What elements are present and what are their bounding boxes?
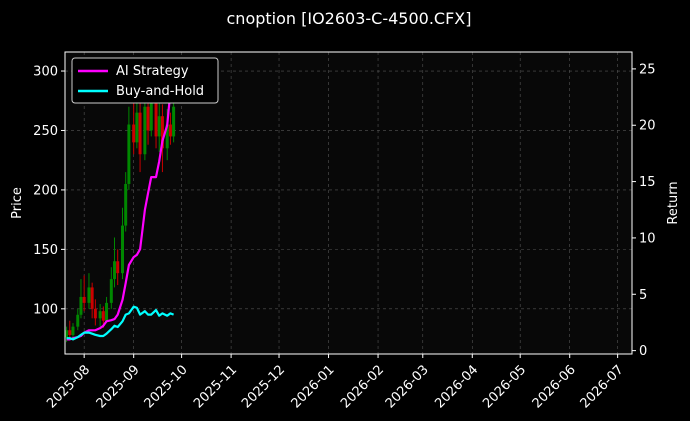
candle-body	[143, 106, 147, 155]
candle-body	[105, 302, 109, 321]
y-tick-label-right: 20	[639, 119, 656, 134]
candle-body	[127, 124, 131, 184]
y-tick-label-left: 100	[33, 302, 58, 317]
legend: AI Strategy Buy-and-Hold	[71, 57, 219, 104]
candle-body	[149, 100, 153, 131]
y-tick-label-left: 300	[33, 65, 58, 80]
candle-body	[146, 106, 150, 131]
candle-body	[71, 326, 75, 335]
chart-title: cnoption [IO2603-C-4500.CFX]	[227, 9, 472, 28]
y-tick-label-left: 250	[33, 124, 58, 139]
candle-body	[157, 116, 161, 137]
legend-label-strategy: AI Strategy	[116, 64, 189, 79]
candle-body	[79, 296, 83, 315]
candle-body	[98, 311, 102, 319]
y-tick-label-right: 25	[639, 62, 656, 77]
candle-body	[109, 279, 113, 303]
y-tick-label-right: 5	[639, 288, 647, 303]
candle-body	[124, 183, 128, 226]
y-axis-label-left: Price	[10, 187, 25, 219]
y-tick-label-right: 10	[639, 231, 656, 246]
candle-body	[82, 296, 86, 303]
candle-body	[172, 106, 176, 137]
candle-body	[154, 100, 158, 137]
candle-body	[160, 116, 164, 149]
candle-body	[132, 124, 136, 143]
y-tick-label-left: 150	[33, 243, 58, 258]
y-tick-label-left: 200	[33, 183, 58, 198]
candle-body	[168, 124, 172, 137]
candle-body	[90, 287, 94, 309]
plot-frame	[64, 51, 633, 355]
legend-label-buyhold: Buy-and-Hold	[116, 84, 204, 99]
price-candles	[65, 71, 176, 343]
candle-body	[116, 261, 120, 274]
candle-body	[68, 330, 72, 335]
candle-body	[138, 112, 142, 155]
candle-body	[76, 314, 80, 327]
candle-body	[87, 287, 91, 303]
y-axis-label-right: Return	[666, 181, 681, 224]
y-tick-label-right: 15	[639, 175, 656, 190]
legend-box	[71, 57, 219, 104]
candle-body	[101, 311, 105, 321]
candle-body	[165, 124, 169, 149]
grid-lines	[65, 52, 632, 354]
return-lines	[66, 57, 175, 341]
candle-body	[113, 261, 117, 280]
candle-body	[120, 225, 124, 274]
candle-body	[135, 112, 139, 143]
candle-body	[65, 330, 69, 338]
candle-body	[93, 308, 97, 319]
buyhold-line	[66, 305, 174, 341]
y-tick-label-right: 0	[639, 344, 647, 359]
